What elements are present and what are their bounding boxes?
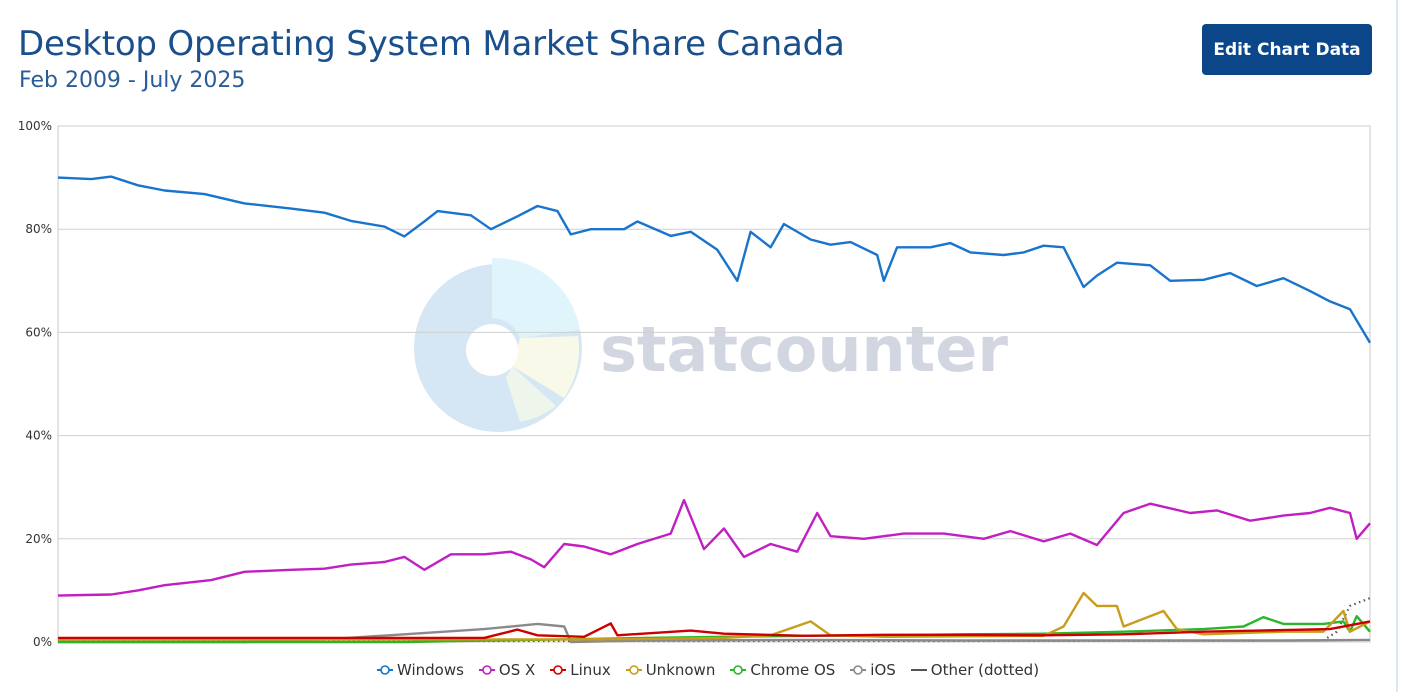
legend-dash-icon	[910, 669, 927, 671]
legend-item-ios[interactable]: iOS	[849, 661, 896, 679]
legend-label: Unknown	[645, 660, 716, 679]
legend-label: Chrome OS	[750, 660, 836, 679]
y-tick-label: 60%	[25, 325, 52, 339]
chart-title: Desktop Operating System Market Share Ca…	[18, 24, 845, 64]
watermark-hole	[466, 324, 518, 376]
series-line-os-x[interactable]	[57, 498, 1371, 597]
line-chart: statcounter 0% 20% 40% 60% 80% 100%	[18, 119, 1372, 649]
statcounter-watermark: statcounter	[414, 257, 1008, 432]
chart-legend: Windows OS X Linux Unknown Chrome OS iOS Other…	[0, 660, 1415, 679]
series-line-other-dotted[interactable]	[58, 597, 1371, 643]
chart-date-range: Feb 2009 - July 2025	[19, 68, 246, 93]
edit-chart-data-button[interactable]: Edit Chart Data	[1202, 24, 1372, 75]
y-axis-ticks: 0% 20% 40% 60% 80% 100%	[18, 119, 52, 649]
page-right-border	[1396, 0, 1398, 692]
y-tick-label: 40%	[25, 429, 52, 443]
legend-label: Other (dotted)	[930, 660, 1040, 679]
watermark-donut	[414, 264, 582, 432]
legend-item-linux[interactable]: Linux	[549, 660, 611, 679]
legend-circle-icon	[625, 665, 642, 675]
legend-label: OS X	[498, 660, 536, 679]
legend-item-chrome-os[interactable]: Chrome OS	[729, 661, 835, 679]
chart-series	[57, 175, 1372, 644]
watermark-slice-blue	[492, 257, 580, 338]
legend-item-windows[interactable]: Windows	[376, 661, 464, 679]
y-tick-label: 80%	[25, 222, 52, 236]
series-line-linux[interactable]	[58, 620, 1371, 640]
legend-item-other-dotted[interactable]: Other (dotted)	[910, 661, 1039, 679]
watermark-slice-yellow	[512, 336, 580, 398]
watermark-slice-green	[506, 366, 556, 422]
legend-circle-icon	[376, 665, 393, 675]
series-line-windows[interactable]	[57, 175, 1372, 344]
legend-circle-icon	[730, 665, 747, 675]
legend-circle-icon	[550, 665, 567, 675]
legend-label: iOS	[870, 660, 896, 679]
legend-circle-icon	[478, 665, 495, 675]
legend-item-unknown[interactable]: Unknown	[625, 660, 716, 679]
watermark-text: statcounter	[600, 313, 1008, 386]
legend-item-os-x[interactable]: OS X	[478, 661, 535, 679]
legend-label: Linux	[570, 660, 611, 679]
y-tick-label: 20%	[25, 532, 52, 546]
legend-label: Windows	[396, 660, 464, 679]
y-tick-label: 100%	[18, 119, 52, 133]
y-tick-label: 0%	[33, 635, 52, 649]
legend-circle-icon	[850, 665, 867, 675]
